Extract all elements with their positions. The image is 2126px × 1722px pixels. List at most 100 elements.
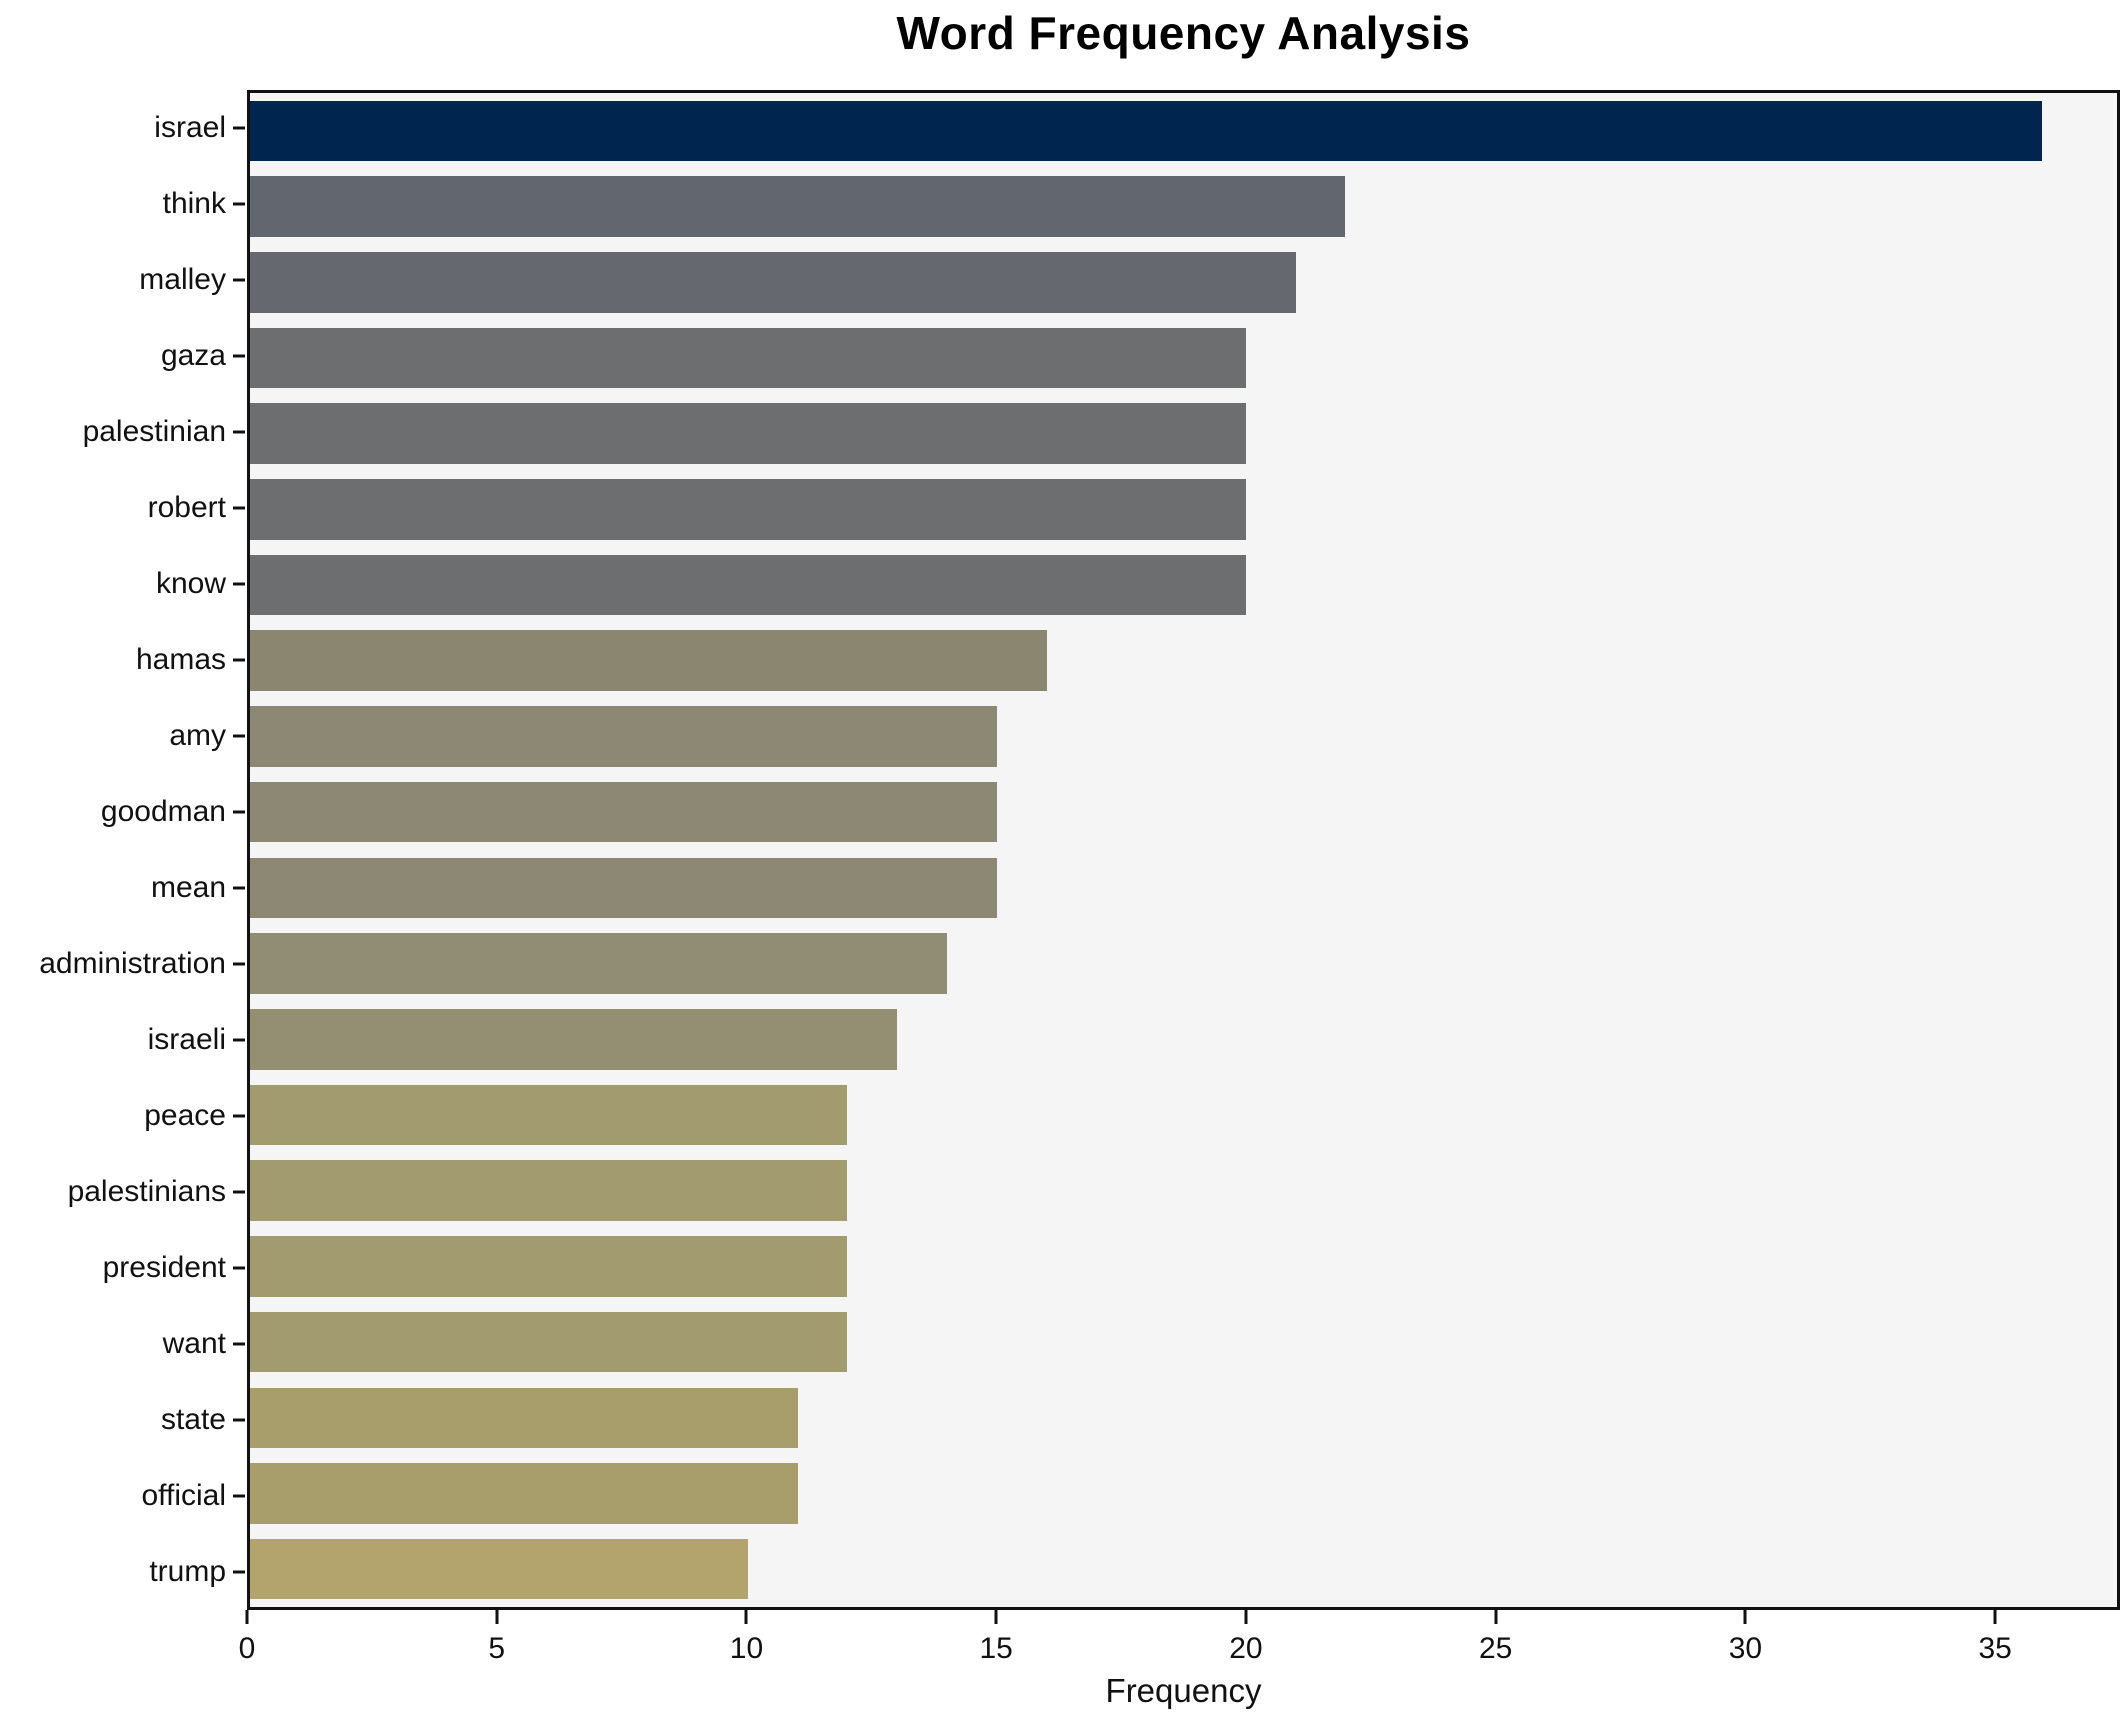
y-tick-label-hamas: hamas xyxy=(135,643,226,676)
bar-row xyxy=(250,1531,2117,1607)
y-tick-mark xyxy=(233,1342,245,1346)
chart-title: Word Frequency Analysis xyxy=(896,7,1471,59)
bar-robert xyxy=(250,479,1246,540)
bar-row xyxy=(250,1077,2117,1153)
y-tick-label-official: official xyxy=(141,1479,227,1512)
y-tick-label-administration: administration xyxy=(39,947,226,980)
y-tick-mark xyxy=(233,430,245,434)
bar-row xyxy=(250,1229,2117,1305)
y-tick-label-president: president xyxy=(102,1251,226,1284)
x-tick-label-0: 0 xyxy=(238,1632,256,1665)
bar-think xyxy=(250,176,1346,237)
y-tick-label-trump: trump xyxy=(149,1555,226,1588)
y-tick-label-gaza: gaza xyxy=(160,339,226,372)
bar-president xyxy=(250,1236,848,1297)
x-axis-label: Frequency xyxy=(1105,1672,1262,1709)
x-tick-label-30: 30 xyxy=(1728,1632,1763,1665)
y-tick-label-israel: israel xyxy=(154,111,226,144)
bar-hamas xyxy=(250,630,1047,692)
y-tick-mark xyxy=(233,1114,245,1118)
y-tick-label-palestinian: palestinian xyxy=(82,415,226,448)
y-tick-mark xyxy=(233,202,245,206)
y-tick-label-amy: amy xyxy=(169,719,226,752)
bar-know xyxy=(250,554,1246,616)
y-tick-mark xyxy=(233,278,245,282)
bar-peace xyxy=(250,1084,848,1146)
y-tick-mark xyxy=(233,658,245,662)
x-tick-mark xyxy=(1494,1610,1498,1624)
y-tick-mark xyxy=(233,1190,245,1194)
y-tick-label-want: want xyxy=(162,1327,226,1360)
bar-row xyxy=(250,93,2117,169)
bar-series xyxy=(250,93,2117,1607)
bar-israeli xyxy=(250,1009,898,1070)
bar-row xyxy=(250,1380,2117,1456)
bar-goodman xyxy=(250,781,997,843)
y-tick-mark xyxy=(233,810,245,814)
bar-trump xyxy=(250,1538,748,1600)
y-tick-mark xyxy=(233,582,245,586)
x-tick-mark xyxy=(744,1610,748,1624)
bar-state xyxy=(250,1387,798,1449)
bar-row xyxy=(250,623,2117,699)
bar-malley xyxy=(250,251,1296,313)
y-tick-label-state: state xyxy=(160,1403,226,1436)
x-tick-label-20: 20 xyxy=(1229,1632,1263,1665)
bar-row xyxy=(250,1001,2117,1077)
y-tick-mark xyxy=(233,1038,245,1042)
bar-row xyxy=(250,1304,2117,1380)
x-tick-mark xyxy=(1743,1610,1747,1624)
y-tick-label-palestinians: palestinians xyxy=(67,1175,226,1208)
y-tick-mark xyxy=(233,354,245,358)
y-tick-mark xyxy=(233,1570,245,1574)
bar-row xyxy=(250,320,2117,396)
bar-row xyxy=(250,926,2117,1002)
x-tick-mark xyxy=(994,1610,998,1624)
y-tick-mark xyxy=(233,734,245,738)
y-tick-mark xyxy=(233,1494,245,1498)
bar-row xyxy=(250,169,2117,245)
bar-row xyxy=(250,774,2117,850)
bar-palestinians xyxy=(250,1160,848,1221)
x-tick-mark xyxy=(1244,1610,1248,1624)
x-tick-label-10: 10 xyxy=(729,1632,764,1665)
x-tick-label-15: 15 xyxy=(979,1632,1013,1665)
bar-palestinian xyxy=(250,403,1246,464)
bar-row xyxy=(250,850,2117,926)
bar-row xyxy=(250,1456,2117,1532)
plot-area xyxy=(247,90,2120,1610)
y-tick-label-israeli: israeli xyxy=(147,1023,226,1056)
y-tick-label-robert: robert xyxy=(147,491,226,524)
bar-row xyxy=(250,547,2117,623)
bar-amy xyxy=(250,706,997,767)
y-tick-mark xyxy=(233,1266,245,1270)
y-tick-label-peace: peace xyxy=(144,1099,226,1132)
bar-row xyxy=(250,244,2117,320)
bar-row xyxy=(250,699,2117,775)
x-tick-label-35: 35 xyxy=(1978,1632,2012,1665)
bar-official xyxy=(250,1463,798,1524)
x-tick-mark xyxy=(245,1610,249,1624)
x-tick-label-25: 25 xyxy=(1478,1632,1513,1665)
bar-administration xyxy=(250,933,947,994)
y-tick-mark xyxy=(233,126,245,130)
y-tick-mark xyxy=(233,1418,245,1422)
y-tick-label-know: know xyxy=(155,567,226,600)
x-tick-mark xyxy=(495,1610,499,1624)
bar-row xyxy=(250,396,2117,472)
y-tick-label-malley: malley xyxy=(139,263,226,296)
x-tick-label-5: 5 xyxy=(488,1632,506,1665)
bar-gaza xyxy=(250,327,1246,389)
y-tick-mark xyxy=(233,506,245,510)
bar-israel xyxy=(250,100,2043,162)
bar-row xyxy=(250,472,2117,548)
bar-mean xyxy=(250,857,997,919)
y-tick-label-mean: mean xyxy=(150,871,226,904)
x-tick-mark xyxy=(1993,1610,1997,1624)
y-tick-mark xyxy=(233,962,245,966)
bar-row xyxy=(250,1153,2117,1229)
bar-want xyxy=(250,1311,848,1373)
y-tick-label-goodman: goodman xyxy=(100,795,226,828)
y-tick-mark xyxy=(233,886,245,890)
